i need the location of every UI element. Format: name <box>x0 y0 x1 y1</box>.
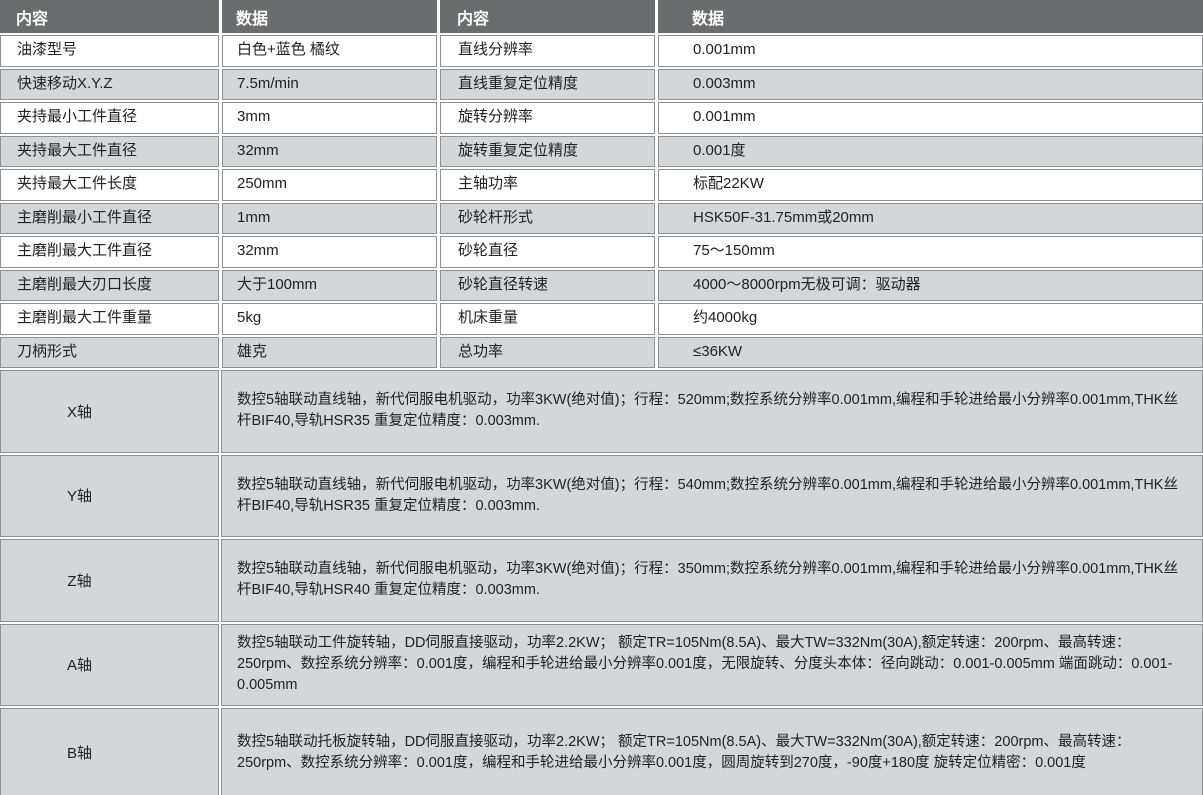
spec-value: 白色+蓝色 橘纹 <box>222 35 437 67</box>
spec-value: 4000～8000rpm无极可调：驱动器 <box>658 269 1203 301</box>
spec-param: 主磨削最大刃口长度 <box>0 269 219 301</box>
axis-label-z: Z轴 <box>0 539 219 622</box>
spec-value: 75～150mm <box>658 236 1203 268</box>
axis-label-x: X轴 <box>0 370 219 453</box>
column-header-data-2: 数据 <box>658 0 1203 33</box>
spec-param: 刀柄形式 <box>0 336 219 368</box>
spec-value: HSK50F-31.75mm或20mm <box>658 202 1203 234</box>
axis-description-text: 数控5轴联动托板旋转轴，DD伺服直接驱动，功率2.2KW； 额定TR=105Nm… <box>237 733 1131 771</box>
axis-label-b: B轴 <box>0 708 219 795</box>
spec-param: 直线分辨率 <box>440 35 655 67</box>
spec-value: 250mm <box>222 169 437 201</box>
spec-param: 夹持最大工件直径 <box>0 135 219 167</box>
spec-value: 0.001mm <box>658 35 1203 67</box>
column-header-content-1: 内容 <box>0 0 219 33</box>
spec-param: 主磨削最小工件直径 <box>0 202 219 234</box>
spec-param: 总功率 <box>440 336 655 368</box>
axis-grid: X轴 数控5轴联动直线轴，新代伺服电机驱动，功率3KW(绝对值)；行程：520m… <box>0 370 1203 795</box>
spec-param: 砂轮杆形式 <box>440 202 655 234</box>
spec-param: 快速移动X.Y.Z <box>0 68 219 100</box>
spec-value: 标配22KW <box>658 169 1203 201</box>
spec-value: 32mm <box>222 135 437 167</box>
spec-param: 主磨削最大工件直径 <box>0 236 219 268</box>
axis-description-y: 数控5轴联动直线轴，新代伺服电机驱动，功率3KW(绝对值)；行程：540mm;数… <box>221 454 1203 537</box>
axis-description-a: 数控5轴联动工件旋转轴，DD伺服直接驱动，功率2.2KW； 额定TR=105Nm… <box>221 623 1203 706</box>
spec-value: 5kg <box>222 303 437 335</box>
spec-value: 0.003mm <box>658 68 1203 100</box>
spec-grid: 内容 数据 内容 数据 油漆型号 白色+蓝色 橘纹 直线分辨率 0.001mm … <box>0 0 1203 368</box>
spec-value: 32mm <box>222 236 437 268</box>
spec-param: 旋转重复定位精度 <box>440 135 655 167</box>
spec-param: 夹持最大工件长度 <box>0 169 219 201</box>
spec-value: 雄克 <box>222 336 437 368</box>
spec-value: 大于100mm <box>222 269 437 301</box>
column-header-data-1: 数据 <box>222 0 437 33</box>
spec-value: 3mm <box>222 102 437 134</box>
spec-value: ≤36KW <box>658 336 1203 368</box>
spec-param: 旋转分辨率 <box>440 102 655 134</box>
spec-param: 主磨削最大工件重量 <box>0 303 219 335</box>
spec-value: 7.5m/min <box>222 68 437 100</box>
axis-description-b: 数控5轴联动托板旋转轴，DD伺服直接驱动，功率2.2KW； 额定TR=105Nm… <box>221 708 1203 795</box>
spec-value: 1mm <box>222 202 437 234</box>
axis-description-z: 数控5轴联动直线轴，新代伺服电机驱动，功率3KW(绝对值)；行程：350mm;数… <box>221 539 1203 622</box>
spec-value: 0.001mm <box>658 102 1203 134</box>
spec-param: 夹持最小工件直径 <box>0 102 219 134</box>
spec-param: 砂轮直径 <box>440 236 655 268</box>
spec-param: 机床重量 <box>440 303 655 335</box>
column-header-content-2: 内容 <box>440 0 655 33</box>
axis-description-text: 数控5轴联动直线轴，新代伺服电机驱动，功率3KW(绝对值)；行程：350mm;数… <box>237 561 1178 599</box>
spec-param: 砂轮直径转速 <box>440 269 655 301</box>
axis-label-y: Y轴 <box>0 454 219 537</box>
axis-label-a: A轴 <box>0 623 219 706</box>
axis-description-text: 数控5轴联动工件旋转轴，DD伺服直接驱动，功率2.2KW； 额定TR=105Nm… <box>237 635 1173 694</box>
spec-param: 油漆型号 <box>0 35 219 67</box>
spec-value: 0.001度 <box>658 135 1203 167</box>
spec-param: 主轴功率 <box>440 169 655 201</box>
axis-description-text: 数控5轴联动直线轴，新代伺服电机驱动，功率3KW(绝对值)；行程：540mm;数… <box>237 476 1178 514</box>
axis-description-x: 数控5轴联动直线轴，新代伺服电机驱动，功率3KW(绝对值)；行程：520mm;数… <box>221 370 1203 453</box>
spec-param: 直线重复定位精度 <box>440 68 655 100</box>
axis-description-text: 数控5轴联动直线轴，新代伺服电机驱动，功率3KW(绝对值)；行程：520mm;数… <box>237 392 1178 430</box>
spec-value: 约4000kg <box>658 303 1203 335</box>
